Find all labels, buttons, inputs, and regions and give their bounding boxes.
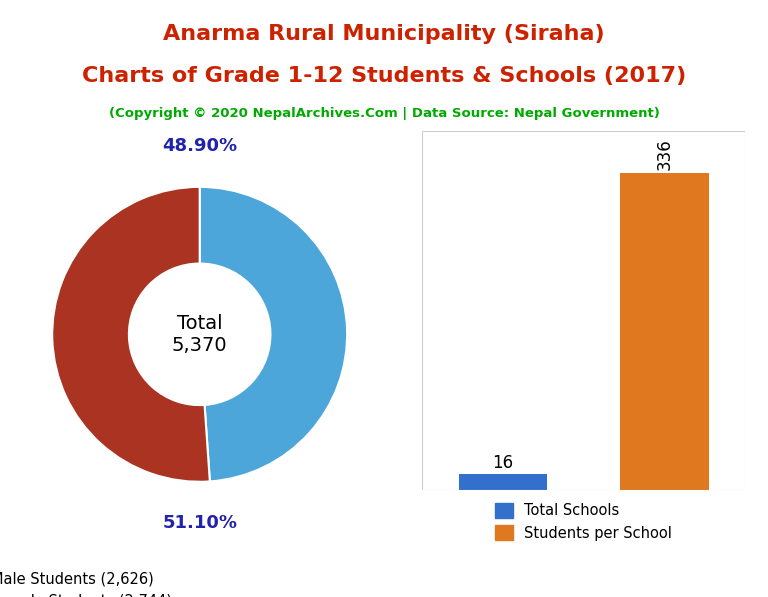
- Wedge shape: [52, 187, 210, 482]
- Text: 16: 16: [492, 454, 514, 472]
- Text: Anarma Rural Municipality (Siraha): Anarma Rural Municipality (Siraha): [163, 24, 605, 44]
- Bar: [620, 173, 709, 490]
- Legend: Total Schools, Students per School: Total Schools, Students per School: [489, 497, 678, 547]
- Text: 336: 336: [655, 139, 674, 170]
- Text: Charts of Grade 1-12 Students & Schools (2017): Charts of Grade 1-12 Students & Schools …: [82, 66, 686, 86]
- Bar: [458, 475, 548, 490]
- Bar: [422, 131, 745, 490]
- Text: 51.10%: 51.10%: [162, 514, 237, 532]
- Legend: Male Students (2,626), Female Students (2,744): Male Students (2,626), Female Students (…: [0, 565, 178, 597]
- Wedge shape: [200, 187, 347, 481]
- Text: Total
5,370: Total 5,370: [172, 314, 227, 355]
- Text: (Copyright © 2020 NepalArchives.Com | Data Source: Nepal Government): (Copyright © 2020 NepalArchives.Com | Da…: [108, 107, 660, 121]
- Text: 48.90%: 48.90%: [162, 137, 237, 155]
